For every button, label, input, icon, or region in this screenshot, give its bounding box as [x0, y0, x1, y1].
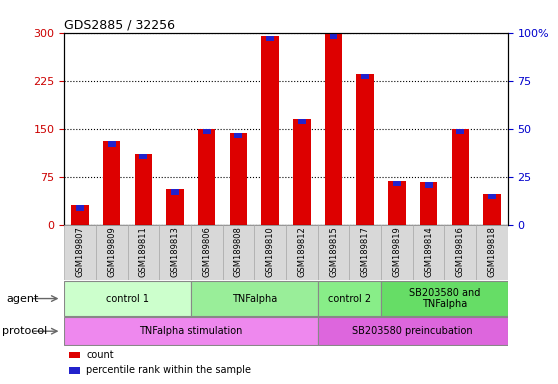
Text: GSM189817: GSM189817: [360, 226, 370, 277]
Bar: [293, 119, 311, 225]
Bar: [203, 129, 211, 134]
Text: percentile rank within the sample: percentile rank within the sample: [86, 366, 251, 376]
Text: control 2: control 2: [328, 293, 371, 304]
Bar: [357, 74, 374, 225]
Text: GSM189811: GSM189811: [139, 226, 148, 277]
Bar: [286, 225, 318, 280]
Text: TNFalpha stimulation: TNFalpha stimulation: [140, 326, 243, 336]
Bar: [128, 225, 159, 280]
Text: GSM189812: GSM189812: [297, 226, 306, 277]
Bar: [76, 205, 84, 210]
Bar: [476, 225, 508, 280]
Bar: [451, 129, 469, 225]
Bar: [425, 182, 432, 187]
Bar: [69, 352, 80, 358]
Bar: [420, 182, 437, 225]
Text: GSM189807: GSM189807: [75, 226, 84, 277]
Bar: [198, 129, 215, 225]
Bar: [413, 225, 444, 280]
Bar: [71, 205, 89, 225]
Text: GSM189815: GSM189815: [329, 226, 338, 277]
Bar: [444, 225, 476, 280]
Bar: [64, 281, 191, 316]
Bar: [64, 225, 96, 280]
Text: GSM189813: GSM189813: [171, 226, 180, 277]
Text: SB203580 and
TNFalpha: SB203580 and TNFalpha: [408, 288, 480, 310]
Bar: [103, 141, 121, 225]
Bar: [69, 367, 80, 374]
Bar: [230, 133, 247, 225]
Text: agent: agent: [7, 293, 39, 304]
Text: GSM189806: GSM189806: [202, 226, 211, 277]
Bar: [159, 225, 191, 280]
Text: TNFalpha: TNFalpha: [232, 293, 277, 304]
Bar: [140, 154, 147, 159]
Bar: [361, 74, 369, 79]
Bar: [349, 225, 381, 280]
Text: GSM189818: GSM189818: [488, 226, 497, 277]
Bar: [191, 281, 318, 316]
Bar: [223, 225, 254, 280]
Text: GDS2885 / 32256: GDS2885 / 32256: [64, 18, 175, 31]
Bar: [381, 281, 508, 316]
Bar: [381, 225, 413, 280]
Bar: [254, 225, 286, 280]
Text: GSM189808: GSM189808: [234, 226, 243, 277]
Text: GSM189814: GSM189814: [424, 226, 433, 277]
Text: GSM189810: GSM189810: [266, 226, 275, 277]
Text: SB203580 preincubation: SB203580 preincubation: [353, 326, 473, 336]
Bar: [393, 181, 401, 186]
Bar: [261, 36, 279, 225]
Bar: [191, 225, 223, 280]
Bar: [318, 281, 381, 316]
Bar: [388, 181, 406, 225]
Text: GSM189809: GSM189809: [107, 226, 116, 277]
Bar: [298, 119, 306, 124]
Bar: [330, 34, 338, 39]
Bar: [166, 189, 184, 225]
Text: control 1: control 1: [106, 293, 149, 304]
Text: protocol: protocol: [2, 326, 47, 336]
Bar: [456, 129, 464, 134]
Bar: [325, 34, 342, 225]
Bar: [96, 225, 128, 280]
Bar: [318, 225, 349, 280]
Bar: [64, 317, 318, 345]
Bar: [134, 154, 152, 225]
Bar: [483, 194, 501, 225]
Bar: [318, 317, 508, 345]
Bar: [266, 36, 274, 41]
Bar: [171, 189, 179, 195]
Bar: [234, 133, 242, 138]
Text: GSM189819: GSM189819: [392, 226, 401, 277]
Text: count: count: [86, 350, 114, 360]
Bar: [488, 194, 496, 199]
Bar: [108, 141, 116, 147]
Text: GSM189816: GSM189816: [456, 226, 465, 277]
